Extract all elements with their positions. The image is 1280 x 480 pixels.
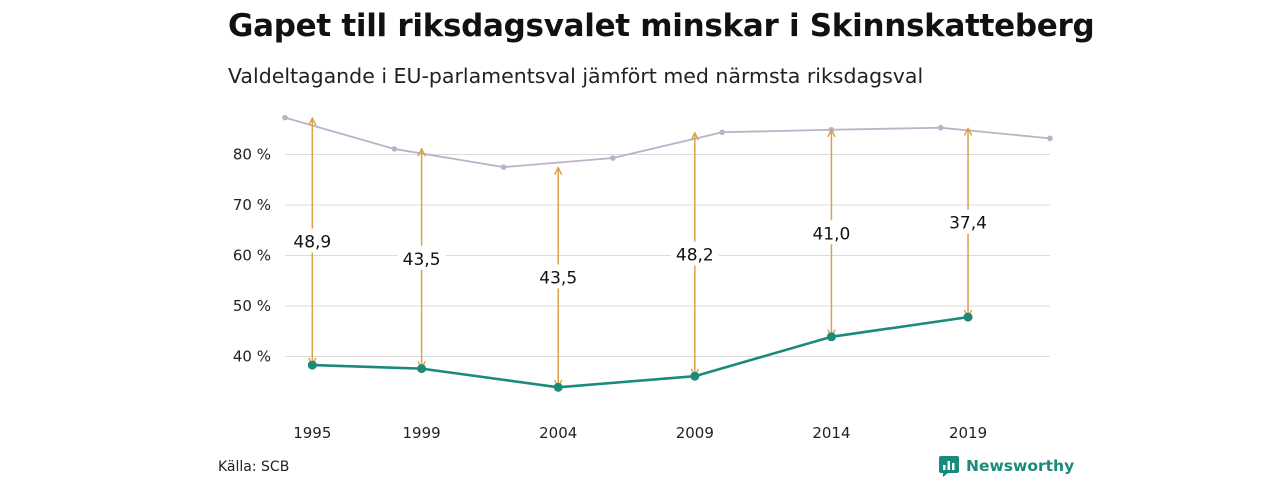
gap-arrows: 48,9 43,5 43,5 48,2 41,0 37,4 bbox=[288, 118, 993, 387]
gap-label: 37,4 bbox=[949, 214, 987, 234]
chart-title: Gapet till riksdagsvalet minskar i Skinn… bbox=[228, 8, 1095, 44]
riksdag-line bbox=[284, 116, 1051, 169]
y-tick-label: 70 % bbox=[233, 196, 271, 214]
brand-logo: Newsworthy bbox=[938, 455, 1074, 477]
newsworthy-logo-icon bbox=[939, 456, 959, 477]
gap-label-bg bbox=[670, 241, 719, 266]
gap-label: 48,9 bbox=[293, 233, 331, 253]
riksdag-point bbox=[610, 155, 616, 161]
grid-lines bbox=[285, 154, 1050, 357]
x-tick-label: 1999 bbox=[403, 424, 441, 442]
riksdag-point bbox=[1047, 135, 1053, 142]
y-tick-label: 50 % bbox=[233, 297, 271, 315]
source-note: Källa: SCB bbox=[218, 459, 290, 475]
riksdag-point bbox=[391, 146, 398, 152]
gap-label: 43,5 bbox=[403, 250, 441, 270]
eu-point bbox=[417, 364, 427, 374]
x-tick-label: 2014 bbox=[812, 424, 850, 442]
eu-series bbox=[307, 312, 973, 392]
gap-label-bg bbox=[534, 264, 583, 289]
gap-label-bg bbox=[397, 245, 446, 270]
riksdag-point bbox=[282, 114, 288, 121]
riksdag-series bbox=[282, 114, 1053, 170]
eu-point bbox=[307, 360, 317, 370]
gap-label-bg bbox=[807, 220, 856, 245]
riksdag-point bbox=[500, 164, 507, 170]
x-tick-label: 2019 bbox=[949, 424, 987, 442]
gap-label-bg bbox=[288, 228, 337, 253]
eu-point bbox=[963, 312, 973, 322]
eu-point bbox=[690, 371, 700, 381]
eu-point bbox=[826, 332, 836, 342]
y-tick-label: 60 % bbox=[233, 247, 271, 265]
riksdag-point bbox=[937, 124, 944, 131]
y-tick-label: 40 % bbox=[233, 348, 271, 366]
y-tick-label: 80 % bbox=[233, 146, 271, 164]
x-tick-label: 2009 bbox=[676, 424, 714, 442]
eu-line bbox=[312, 315, 969, 389]
x-tick-label: 2004 bbox=[539, 424, 577, 442]
x-axis-ticks: 1995 1999 2004 2009 2014 2019 bbox=[293, 424, 987, 442]
riksdag-point bbox=[719, 129, 725, 136]
eu-point bbox=[553, 382, 563, 392]
y-axis-ticks: 40 % 50 % 60 % 70 % 80 % bbox=[233, 146, 271, 366]
gap-label: 48,2 bbox=[676, 245, 714, 265]
x-tick-label: 1995 bbox=[293, 424, 331, 442]
brand-label: Newsworthy bbox=[966, 457, 1075, 475]
chart-subtitle: Valdeltagande i EU-parlamentsval jämfört… bbox=[228, 64, 924, 88]
gap-label: 43,5 bbox=[539, 268, 577, 288]
gap-label: 41,0 bbox=[812, 224, 850, 244]
gap-label-bg bbox=[944, 209, 993, 234]
